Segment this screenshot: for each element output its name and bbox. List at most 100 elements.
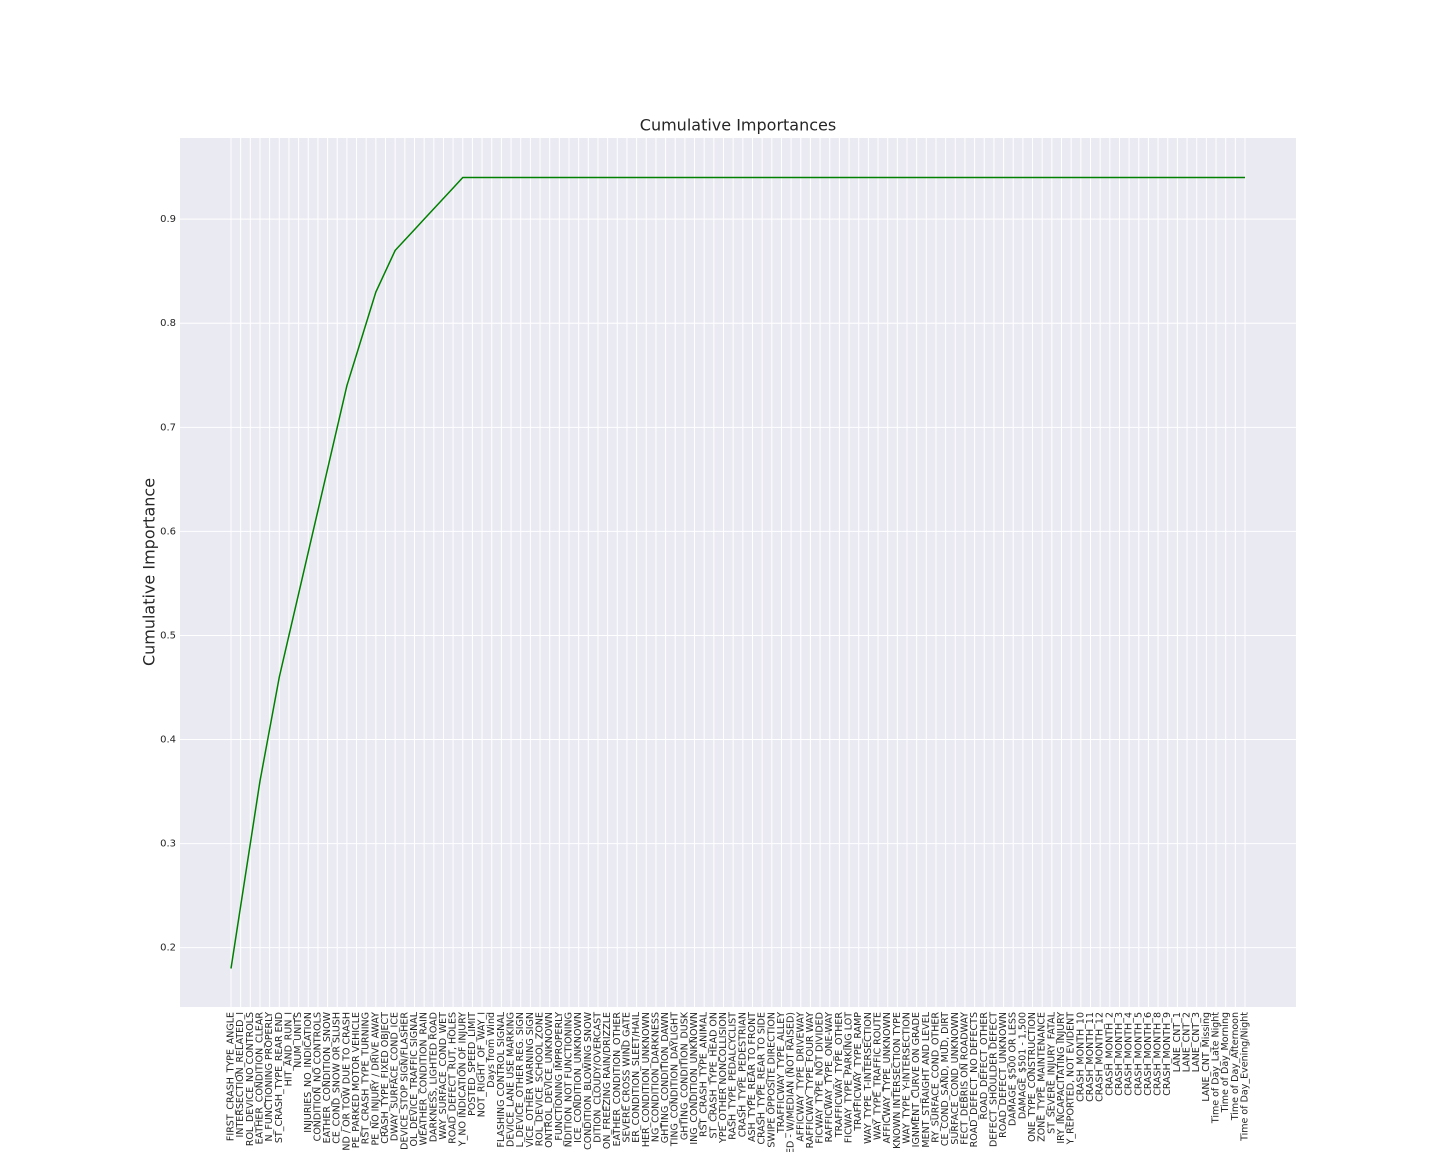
x-tick-label: FLASHING CONTROL SIGNAL bbox=[496, 1011, 507, 1147]
y-axis-label: Cumulative Importance bbox=[140, 478, 159, 666]
x-tick-label: RST_CRASH_TYPE_TURNING bbox=[361, 1012, 372, 1144]
x-tick-label: CRASH_MONTH_8 bbox=[1153, 1012, 1164, 1096]
x-tick-label: CRASH_MONTH_3 bbox=[1114, 1012, 1125, 1096]
x-tick-label: CONDITION_BLOWING SNOW bbox=[583, 1011, 594, 1150]
x-tick-label: IRY_INCAPACITATING INJURY bbox=[1056, 1012, 1067, 1144]
x-tick-label: WAY_TYPE_Y-INTERSECTION bbox=[902, 1012, 913, 1144]
x-tick-label: ONTROL_DEVICE_UNKNOWN bbox=[544, 1012, 555, 1148]
x-tick-label: LANE_CNT_1 bbox=[1172, 1012, 1183, 1072]
y-tick-label: 0.5 bbox=[160, 630, 176, 641]
x-tick-label: CRASH_MONTH_12 bbox=[1095, 1012, 1106, 1102]
x-tick-label: DAMAGE_$501 - 1,500 bbox=[1017, 1012, 1028, 1119]
x-tick-label: FICWAY_TYPE_PARKING LOT bbox=[844, 1012, 855, 1143]
x-tick-label: ON_FREEZING RAIN/DRIZZLE bbox=[602, 1012, 613, 1149]
x-tick-label: TING_CONDITION_DAYLIGHT bbox=[670, 1012, 681, 1147]
x-tick-label: NDITION_NOT FUNCTIONING bbox=[564, 1012, 575, 1147]
x-tick-label: RASH_TYPE_PEDALCYCLIST bbox=[728, 1012, 739, 1140]
x-tick-label: Y_REPORTED, NOT EVIDENT bbox=[1066, 1012, 1077, 1146]
grid bbox=[180, 138, 1296, 1007]
y-tick-label: 0.9 bbox=[160, 214, 176, 225]
x-tick-label: INJURIES_NO_INDICATION bbox=[303, 1012, 314, 1133]
x-tick-label: CRASH_MONTH_4 bbox=[1124, 1012, 1135, 1096]
x-tick-label: CONDITION_NO CONTROLS bbox=[312, 1012, 323, 1141]
y-tick-label: 0.3 bbox=[160, 839, 176, 850]
x-tick-label: Time of Day_Afternoon bbox=[1230, 1012, 1241, 1121]
x-tick-label: ND / OR TOW DUE TO CRASH bbox=[341, 1012, 352, 1151]
x-tick-label: FIRST_CRASH_TYPE_ANGLE bbox=[226, 1012, 237, 1141]
x-tick-label: WEATHER_CONDITION_RAIN bbox=[419, 1012, 430, 1145]
x-tick-label: MENT_STRAIGHT AND LEVEL bbox=[921, 1011, 932, 1147]
x-tick-label: Y_NO INDICATION OF INJURY bbox=[457, 1012, 468, 1147]
x-tick-label: RAFFICWAY_TYPE_ONE-WAY bbox=[824, 1012, 835, 1143]
x-tick-label: DITION_CLOUDY/OVERCAST bbox=[592, 1012, 603, 1143]
x-tick-label: SEVERE CROSS WIND GATE bbox=[621, 1012, 632, 1143]
x-tick-label: ROL_DEVICE_SCHOOL ZONE bbox=[535, 1012, 546, 1146]
x-tick-label: CE_COND_SNOW OR SLUSH bbox=[332, 1012, 343, 1144]
x-tick-label: RAFFICWAY_TYPE_FOUR WAY bbox=[805, 1012, 816, 1149]
x-tick-label: HER_CONDITION_UNKNOWN bbox=[641, 1012, 652, 1147]
x-tick-label: CRASH_TYPE_REAR TO SIDE bbox=[757, 1012, 768, 1145]
x-tick-label: CRASH_MONTH_9 bbox=[1162, 1012, 1173, 1096]
x-tick-label: DARKNESS, LIGHTED ROAD bbox=[428, 1012, 439, 1142]
x-tick-label: CRASH_MONTH_11 bbox=[1085, 1012, 1096, 1102]
line bbox=[230, 176, 1245, 969]
x-tick-label: KNOWN INTERSECTION TYPE bbox=[892, 1012, 903, 1149]
x-tick-label: SWIPE OPPOSITE DIRECTION bbox=[766, 1012, 777, 1148]
x-tick-label: LANE_CNT_Missing bbox=[1201, 1012, 1212, 1102]
x-tick-label: ICE_CONDITION_UNKNOWN bbox=[573, 1012, 584, 1143]
x-tick-label: EATHER_CONDITION_OTHER bbox=[612, 1012, 623, 1147]
x-tick-label: ST_CRASH_TYPE_REAR END bbox=[274, 1012, 285, 1143]
x-tick-label: CRASH_MONTH_5 bbox=[1133, 1012, 1144, 1096]
x-tick-label: ROAD_DEFECT_OTHER bbox=[979, 1012, 990, 1120]
x-tick-label: Time of Day_Late Night bbox=[1211, 1012, 1222, 1124]
x-tick-label: SURFACE_COND_UNKNOWN bbox=[950, 1012, 961, 1145]
x-tick-label: RY_SURFACE_COND_OTHER bbox=[930, 1012, 941, 1143]
x-tick-label: TRAFFICWAY_TYPE_OTHER bbox=[834, 1012, 845, 1139]
x-tick-label: L_DEVICE_OTHER REG. SIGN bbox=[515, 1012, 526, 1147]
x-tick-label: TRAFFICWAY_TYPE_RAMP bbox=[853, 1012, 864, 1132]
x-tick-label: POSTED_SPEED_LIMIT bbox=[467, 1012, 478, 1116]
x-tick-label: ZONE_TYPE_MAINTENANCE bbox=[1037, 1012, 1048, 1142]
x-tick-label: INTERSECTION_RELATED_I bbox=[235, 1012, 246, 1137]
x-tick-label: EATHER_CONDITION_CLEAR bbox=[254, 1012, 265, 1145]
x-tick-label: NUM_UNITS bbox=[293, 1012, 304, 1068]
x-tick-label: YPE_OTHER NONCOLLISION bbox=[718, 1012, 729, 1144]
x-tick-label: Days from Wind bbox=[486, 1012, 497, 1088]
x-tick-label: DEVICE_LANE USE MARKING bbox=[506, 1012, 517, 1147]
x-tick-label: Time of Day_Evening/Night bbox=[1240, 1012, 1251, 1142]
x-tick-label: RST_CRASH_TYPE_ANIMAL bbox=[699, 1011, 710, 1137]
x-tick-label: CRASH_TYPE_FIXED OBJECT bbox=[380, 1012, 391, 1144]
x-tick-label: ING_CONDITION_UNKNOWN bbox=[689, 1012, 700, 1145]
x-tick-label: N_FUNCTIONING PROPERLY bbox=[264, 1012, 275, 1142]
x-tick-label: _FUNCTIONING IMPROPERLY bbox=[554, 1012, 565, 1147]
y-tick-label: 0.2 bbox=[160, 943, 176, 954]
x-tick-label: WAY_TYPE_T-INTERSECTION bbox=[863, 1012, 874, 1144]
x-tick-label: VICE_OTHER WARNING SIGN bbox=[525, 1012, 536, 1147]
x-tick-label: OL_DEVICE_TRAFFIC SIGNAL bbox=[409, 1011, 420, 1146]
x-tick-label: EATHER_CONDITION_SNOW bbox=[322, 1011, 333, 1143]
x-tick-label: DAMAGE_$500 OR LESS bbox=[1008, 1012, 1019, 1126]
x-tick-label: AFFICWAY_TYPE_DRIVEWAY bbox=[795, 1012, 806, 1142]
x-tick-label: FECT_DEBRIS ON ROADWAY bbox=[959, 1012, 970, 1145]
x-tick-label: PE_PARKED MOTOR VEHICLE bbox=[351, 1012, 362, 1148]
x-tick-label: WAY_TYPE_TRAFFIC ROUTE bbox=[873, 1012, 884, 1140]
x-tick-label: ROAD_DEFECT_UNKNOWN bbox=[998, 1012, 1009, 1138]
y-tick-label: 0.4 bbox=[160, 735, 176, 746]
y-tick-label: 0.6 bbox=[160, 526, 176, 537]
x-tick-label: ONE_TYPE_CONSTRUCTION bbox=[1027, 1012, 1038, 1142]
x-tick-label: ASH_TYPE_REAR TO FRONT bbox=[747, 1012, 758, 1142]
x-tick-label: GHTING_CONDITION_DUSK bbox=[679, 1011, 690, 1140]
x-tick-label: CE_COND_SAND, MUD, DIRT bbox=[940, 1012, 951, 1146]
x-tick-label: CRASH_MONTH_10 bbox=[1075, 1012, 1086, 1102]
x-tick-label: ST_CRASH_TYPE_HEAD ON bbox=[708, 1012, 719, 1139]
x-tick-label: NOT_RIGHT_OF_WAY_I bbox=[477, 1012, 488, 1117]
x-tick-label: CRASH_MONTH_2 bbox=[1104, 1012, 1115, 1096]
x-tick-label: CRASH_TYPE_PEDESTRIAN bbox=[737, 1012, 748, 1137]
x-tick-label: AFFICWAY_TYPE_UNKNOWN bbox=[882, 1012, 893, 1144]
chart-title: Cumulative Importances bbox=[640, 116, 836, 135]
x-tick-label: LANE_CNT_3 bbox=[1191, 1012, 1202, 1072]
x-tick-label: DEVICE_STOP SIGN/FLASHER bbox=[399, 1012, 410, 1150]
y-tick-label: 0.7 bbox=[160, 422, 176, 433]
x-tick-label: DEFECT_SHOULDER DEFECT bbox=[988, 1012, 999, 1147]
